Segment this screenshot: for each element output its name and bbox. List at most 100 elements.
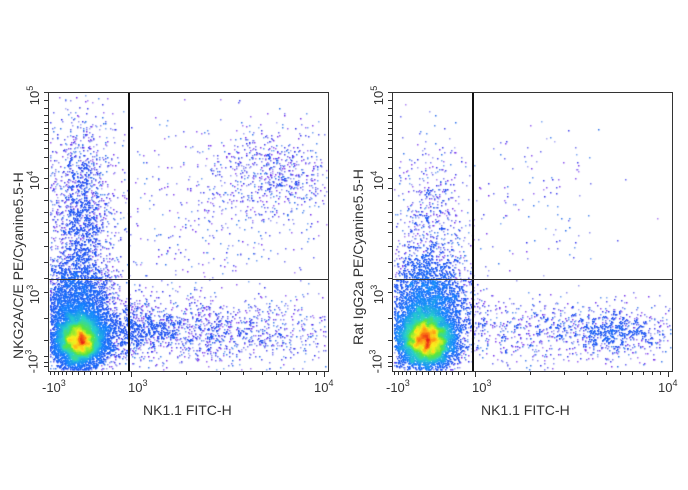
x-minor-tick [402, 372, 403, 375]
x-minor-tick [220, 372, 221, 375]
y-minor-tick [388, 200, 392, 201]
x-minor-tick [643, 372, 644, 375]
x-minor-tick [446, 372, 447, 375]
x-minor-tick [398, 372, 399, 375]
x-minor-tick [243, 372, 244, 375]
y-minor-tick [388, 178, 392, 179]
x-tick-1e3: 103 [128, 378, 148, 395]
x-minor-tick [50, 372, 51, 375]
x-minor-tick [394, 372, 395, 375]
y-minor-tick [44, 134, 48, 135]
y-minor-tick [388, 362, 392, 363]
y-minor-tick [44, 232, 48, 233]
y-minor-tick [44, 366, 48, 367]
x-minor-tick [660, 372, 661, 375]
y-minor-tick [44, 188, 48, 189]
x-axis-title: NK1.1 FITC-H [143, 402, 232, 418]
y-tick-1e4: 104 [369, 170, 387, 191]
x-tick-1e4: 104 [314, 378, 334, 395]
x-minor-tick [587, 372, 588, 375]
y-minor-tick [44, 128, 48, 129]
y-minor-tick [388, 318, 392, 319]
x-minor-tick [299, 372, 300, 375]
y-tick-neg1e3: -103 [23, 349, 41, 374]
x-minor-tick [102, 372, 103, 375]
y-minor-tick [388, 108, 392, 109]
x-minor-tick [464, 372, 465, 375]
x-minor-tick [652, 372, 653, 375]
x-minor-tick [668, 372, 669, 377]
y-minor-tick [388, 128, 392, 129]
x-minor-tick [410, 372, 411, 375]
y-minor-tick [44, 278, 48, 279]
scatter-plot-area [392, 92, 673, 372]
x-tick-neg1e3: -103 [386, 378, 410, 395]
y-tick-1e3: 103 [25, 284, 43, 305]
y-minor-tick [388, 340, 392, 341]
x-minor-tick [475, 372, 476, 377]
x-minor-tick [620, 372, 621, 375]
x-minor-tick [96, 372, 97, 375]
x-minor-tick [428, 372, 429, 375]
x-minor-tick [114, 372, 115, 375]
x-minor-tick [422, 372, 423, 375]
x-minor-tick [72, 372, 73, 375]
quadrant-gate-vertical[interactable] [128, 93, 130, 371]
density-scatter [49, 93, 328, 371]
x-minor-tick [530, 372, 531, 375]
y-minor-tick [388, 100, 392, 101]
y-tick-1e3: 103 [369, 284, 387, 305]
y-minor-tick [44, 108, 48, 109]
quadrant-gate-horizontal[interactable] [393, 279, 672, 280]
y-minor-tick [44, 246, 48, 247]
x-minor-tick [131, 372, 132, 377]
x-minor-tick [120, 372, 121, 375]
y-tick-1e4: 104 [25, 170, 43, 191]
x-minor-tick [440, 372, 441, 375]
x-minor-tick [84, 372, 85, 375]
x-minor-tick [78, 372, 79, 375]
y-minor-tick [44, 362, 48, 363]
y-minor-tick [388, 122, 392, 123]
x-minor-tick [90, 372, 91, 375]
x-minor-tick [606, 372, 607, 375]
x-minor-tick [458, 372, 459, 375]
x-axis-title: NK1.1 FITC-H [481, 402, 570, 418]
x-minor-tick [54, 372, 55, 375]
x-minor-tick [186, 372, 187, 375]
y-minor-tick [44, 148, 48, 149]
y-minor-tick [388, 246, 392, 247]
quadrant-gate-vertical[interactable] [472, 93, 474, 371]
y-minor-tick [44, 168, 48, 169]
x-minor-tick [406, 372, 407, 375]
y-minor-tick [388, 212, 392, 213]
y-minor-tick [44, 292, 48, 293]
y-minor-tick [388, 366, 392, 367]
y-minor-tick [388, 140, 392, 141]
x-minor-tick [262, 372, 263, 375]
x-minor-tick [108, 372, 109, 375]
y-minor-tick [44, 200, 48, 201]
scatter-plot-area [48, 92, 329, 372]
y-minor-tick [388, 232, 392, 233]
y-minor-tick [388, 356, 392, 357]
x-tick-neg1e3: -103 [42, 378, 66, 395]
y-minor-tick [388, 134, 392, 135]
x-minor-tick [434, 372, 435, 375]
y-minor-tick [388, 157, 392, 158]
y-minor-tick [44, 122, 48, 123]
y-axis-title: Rat IgG2a PE/Cyanine5.5-H [350, 169, 366, 345]
y-minor-tick [44, 92, 48, 93]
y-minor-tick [44, 222, 48, 223]
quadrant-gate-horizontal[interactable] [49, 279, 328, 280]
y-minor-tick [44, 340, 48, 341]
y-minor-tick [388, 115, 392, 116]
x-tick-1e4: 104 [658, 378, 678, 395]
x-minor-tick [66, 372, 67, 375]
y-minor-tick [44, 115, 48, 116]
y-minor-tick [44, 212, 48, 213]
y-minor-tick [388, 262, 392, 263]
y-minor-tick [44, 100, 48, 101]
x-minor-tick [632, 372, 633, 375]
x-minor-tick [58, 372, 59, 375]
